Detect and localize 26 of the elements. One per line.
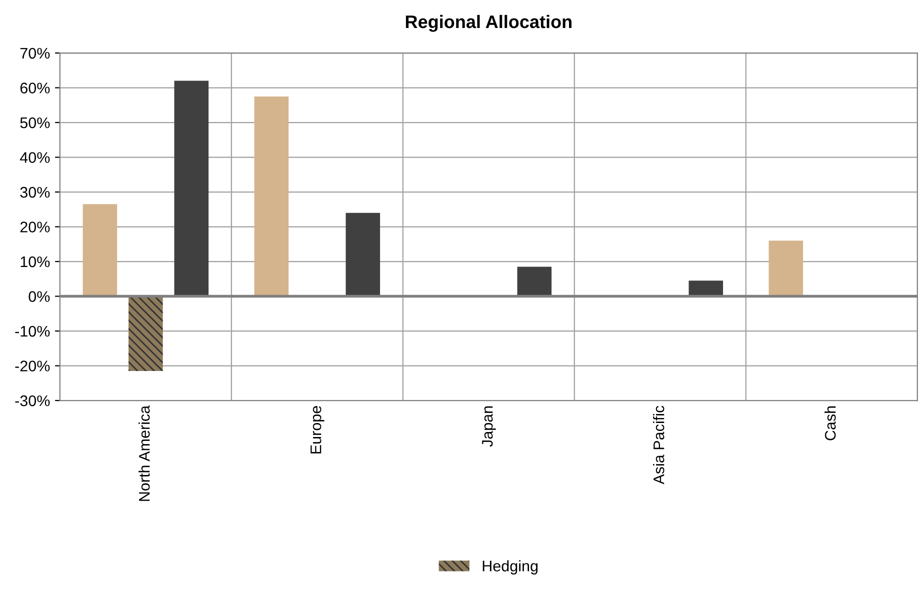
bar [128,296,163,371]
legend-label: Hedging [482,560,538,574]
chart-title: Regional Allocation [406,14,572,32]
y-tick-label: -20% [15,360,50,372]
x-tick-label: Europe [310,406,324,454]
bar [174,80,209,296]
y-tick-label: 0% [28,291,50,302]
y-tick-label: 40% [20,152,50,163]
bar [346,212,380,296]
y-tick-label: 70% [20,48,50,59]
y-tick-label: -30% [15,395,50,406]
y-tick-label: 10% [20,256,50,268]
x-tick-label: Japan [482,406,496,447]
x-tick-label: Cash [824,406,836,440]
x-tick-label: North America [138,405,150,501]
x-tick-label: Asia Pacific [653,406,664,484]
bar [688,280,724,296]
bar [517,266,552,296]
bar [82,204,118,296]
y-tick-label: 50% [20,117,50,128]
y-tick-label: 30% [20,186,50,198]
bar [254,96,289,296]
y-tick-label: -10% [15,326,50,337]
y-tick-label: 60% [20,82,50,94]
bar [768,240,804,296]
y-tick-label: 20% [20,222,50,232]
